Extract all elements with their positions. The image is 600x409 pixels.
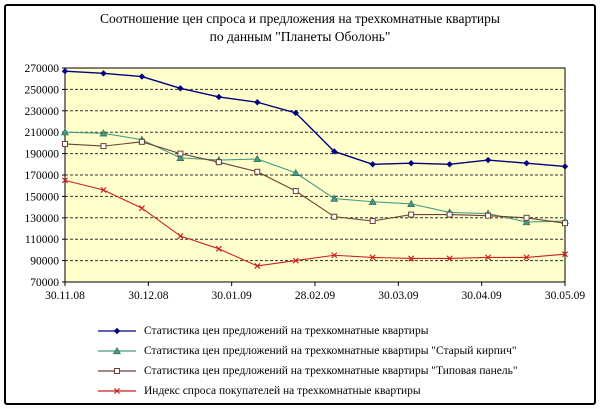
series-line: [64, 131, 566, 223]
legend-item: Индекс спроса покупателей на трехкомнатн…: [97, 381, 518, 401]
series-marker: [61, 177, 69, 184]
series-marker: [100, 186, 107, 194]
series-marker: [369, 254, 376, 261]
series-marker: [407, 160, 415, 167]
series-marker: [254, 99, 261, 106]
series-marker: [292, 188, 299, 195]
series-marker: [61, 128, 69, 136]
series-marker: [254, 262, 261, 269]
series-marker: [561, 163, 569, 170]
series-marker: [61, 68, 69, 75]
series-line: [64, 141, 566, 224]
series-line: [64, 179, 566, 267]
series-marker: [446, 161, 453, 168]
series-marker: [331, 252, 338, 259]
chart-title: Соотношение цен спроса и предложения на …: [0, 10, 600, 46]
series-marker: [523, 160, 530, 167]
legend-item-label: Статистика цен предложений на трехкомнат…: [144, 365, 518, 377]
series-marker: [561, 251, 569, 258]
series-marker: [99, 129, 108, 137]
x-axis-label: 30.05.09: [545, 290, 586, 302]
series-marker: [407, 199, 416, 207]
y-axis-label: 150000: [25, 191, 60, 203]
y-axis-label: 230000: [25, 106, 60, 118]
legend-marker-icon: [98, 368, 136, 374]
series-marker: [485, 212, 492, 219]
series-marker: [177, 150, 184, 157]
series-marker: [331, 148, 338, 155]
series-marker: [177, 232, 184, 240]
series-marker: [100, 70, 107, 77]
x-axis-label: 30.11.08: [45, 290, 85, 302]
legend-item-label: Индекс спроса покупателей на трехкомнатн…: [144, 385, 421, 397]
legend-marker-icon: [98, 346, 136, 355]
series-marker: [100, 143, 107, 150]
series-marker: [62, 140, 68, 147]
x-axis-label: 30.12.08: [128, 290, 169, 302]
series-marker: [485, 254, 492, 261]
series-marker: [523, 254, 530, 261]
series-marker: [331, 213, 338, 220]
series-marker: [484, 156, 492, 164]
legend-item: Статистика цен предложений на трехкомнат…: [97, 361, 518, 381]
series-marker: [408, 255, 415, 262]
series-marker: [522, 218, 531, 226]
series-marker: [523, 214, 530, 221]
series-line: [64, 70, 566, 168]
series-marker: [292, 257, 299, 264]
series-marker: [562, 220, 568, 227]
series-marker: [176, 153, 185, 161]
series-marker: [215, 159, 222, 166]
series-marker: [138, 205, 145, 212]
series-marker: [113, 387, 121, 395]
chart-title-line1: Соотношение цен спроса и предложения на …: [100, 11, 500, 26]
series-marker: [253, 154, 262, 163]
y-axis-label: 70000: [30, 277, 59, 289]
y-axis-label: 210000: [25, 127, 60, 139]
legend: Статистика цен предложений на трехкомнат…: [97, 321, 518, 401]
legend-item: Статистика цен предложений на трехкомнат…: [97, 321, 518, 341]
series-marker: [113, 346, 121, 355]
y-axis-label: 170000: [25, 170, 60, 182]
legend-item: Статистика цен предложений на трехкомнат…: [97, 341, 518, 361]
x-axis-label: 30.04.09: [462, 290, 503, 302]
x-axis-label: 30.01.09: [212, 290, 253, 302]
legend-item-label: Статистика цен предложений на трехкомнат…: [144, 345, 517, 357]
series-marker: [114, 368, 120, 374]
y-axis-label: 250000: [25, 84, 60, 96]
series-marker: [254, 168, 261, 175]
y-axis-label: 130000: [25, 213, 60, 225]
y-axis-label: 190000: [25, 149, 60, 161]
y-axis-label: 270000: [25, 63, 60, 75]
series-marker: [330, 194, 339, 202]
series-marker: [215, 245, 222, 252]
y-axis-label: 90000: [30, 256, 59, 268]
legend-marker-icon: [98, 387, 136, 395]
series-marker: [446, 211, 453, 218]
series-marker: [113, 327, 121, 335]
series-marker: [215, 93, 223, 101]
legend-item-label: Статистика цен предложений на трехкомнат…: [144, 325, 429, 337]
series-marker: [369, 161, 376, 168]
series-marker: [368, 197, 377, 205]
series-marker: [446, 255, 453, 262]
series-marker: [408, 211, 415, 218]
x-axis-label: 30.03.09: [378, 290, 419, 302]
x-axis-label: 28.02.09: [295, 290, 336, 302]
series-marker: [291, 168, 300, 176]
y-axis-label: 110000: [25, 234, 59, 246]
legend-marker-icon: [98, 327, 136, 335]
series-marker: [177, 85, 184, 92]
series-marker: [138, 73, 146, 80]
series-marker: [369, 218, 376, 225]
chart-title-line2: по данным "Планеты Оболонь": [209, 29, 391, 44]
series-marker: [138, 138, 145, 145]
series-marker: [292, 109, 299, 117]
